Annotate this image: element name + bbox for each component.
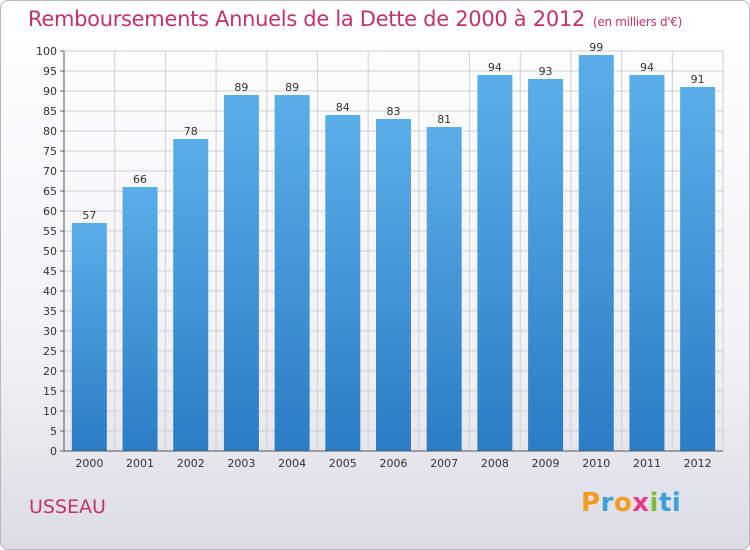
bar: [325, 115, 361, 451]
logo-letter: x: [632, 488, 650, 518]
y-tick-label: 95: [43, 65, 57, 78]
y-tick-label: 85: [43, 105, 57, 118]
y-tick-label: 10: [43, 405, 57, 418]
value-label: 99: [589, 41, 603, 54]
bar: [71, 223, 107, 451]
x-tick-label: 2004: [278, 457, 306, 470]
bar: [477, 75, 513, 451]
value-label: 81: [437, 113, 451, 126]
place-name: USSEAU: [29, 496, 106, 518]
bar: [376, 119, 411, 451]
logo-letter: ti: [658, 488, 682, 518]
bar: [122, 187, 158, 451]
x-tick-label: 2006: [380, 457, 408, 470]
logo-letter: i: [649, 488, 659, 518]
bar: [680, 87, 716, 451]
x-tick-label: 2003: [227, 457, 255, 470]
y-tick-label: 35: [43, 305, 57, 318]
x-tick-label: 2005: [329, 457, 357, 470]
logo-letter: o: [613, 488, 633, 518]
y-tick-label: 75: [43, 145, 57, 158]
chart-title-text: Remboursements Annuels de la Dette de 20…: [28, 7, 585, 31]
value-label: 66: [133, 173, 147, 186]
y-tick-label: 100: [36, 45, 57, 58]
value-label: 57: [82, 209, 96, 222]
bar: [173, 139, 209, 451]
logo-letter: P: [581, 488, 601, 518]
y-tick-label: 60: [43, 205, 57, 218]
y-tick-label: 5: [50, 425, 57, 438]
bar: [426, 127, 462, 451]
y-tick-label: 30: [43, 325, 57, 338]
logo-letter: r: [600, 488, 614, 518]
x-tick-label: 2000: [75, 457, 103, 470]
x-tick-label: 2011: [633, 457, 661, 470]
bar-layer: 57 66 78 89 89 84 83 81 94 93 99 94 91: [71, 41, 716, 451]
value-label: 89: [234, 81, 248, 94]
x-tick-label: 2012: [684, 457, 712, 470]
proxiti-logo: Proxiti: [581, 488, 681, 518]
y-tick-label: 20: [43, 365, 57, 378]
chart-unit: (en milliers d'€): [593, 15, 683, 29]
x-tick-label: 2010: [582, 457, 610, 470]
x-tick-label: 2008: [481, 457, 509, 470]
y-tick-label: 15: [43, 385, 57, 398]
bar: [274, 95, 310, 451]
value-label: 84: [336, 101, 350, 114]
y-tick-label: 70: [43, 165, 57, 178]
x-tick-label: 2001: [126, 457, 154, 470]
value-label: 94: [488, 61, 502, 74]
bar: [629, 75, 665, 451]
y-tick-label: 55: [43, 225, 57, 238]
value-label: 83: [387, 105, 401, 118]
y-tick-label: 90: [43, 85, 57, 98]
bar: [223, 95, 259, 451]
bar: [528, 79, 564, 451]
y-tick-label: 50: [43, 245, 57, 258]
x-tick-label: 2007: [430, 457, 458, 470]
bar: [578, 55, 614, 451]
value-label: 78: [184, 125, 198, 138]
axis-layer: 0 5 10 15 20 25 30 35 40 45 50 55 60 65 70 75 80 85 90 95 10…: [36, 45, 723, 470]
chart-title: Remboursements Annuels de la Dette de 20…: [28, 7, 682, 31]
y-tick-label: 0: [50, 445, 57, 458]
value-label: 94: [640, 61, 654, 74]
y-tick-label: 45: [43, 265, 57, 278]
x-tick-label: 2002: [177, 457, 205, 470]
value-label: 91: [691, 73, 705, 86]
y-tick-label: 40: [43, 285, 57, 298]
x-tick-label: 2009: [532, 457, 560, 470]
value-label: 89: [285, 81, 299, 94]
y-tick-label: 25: [43, 345, 57, 358]
y-tick-label: 65: [43, 185, 57, 198]
value-label: 93: [539, 65, 553, 78]
y-tick-label: 80: [43, 125, 57, 138]
